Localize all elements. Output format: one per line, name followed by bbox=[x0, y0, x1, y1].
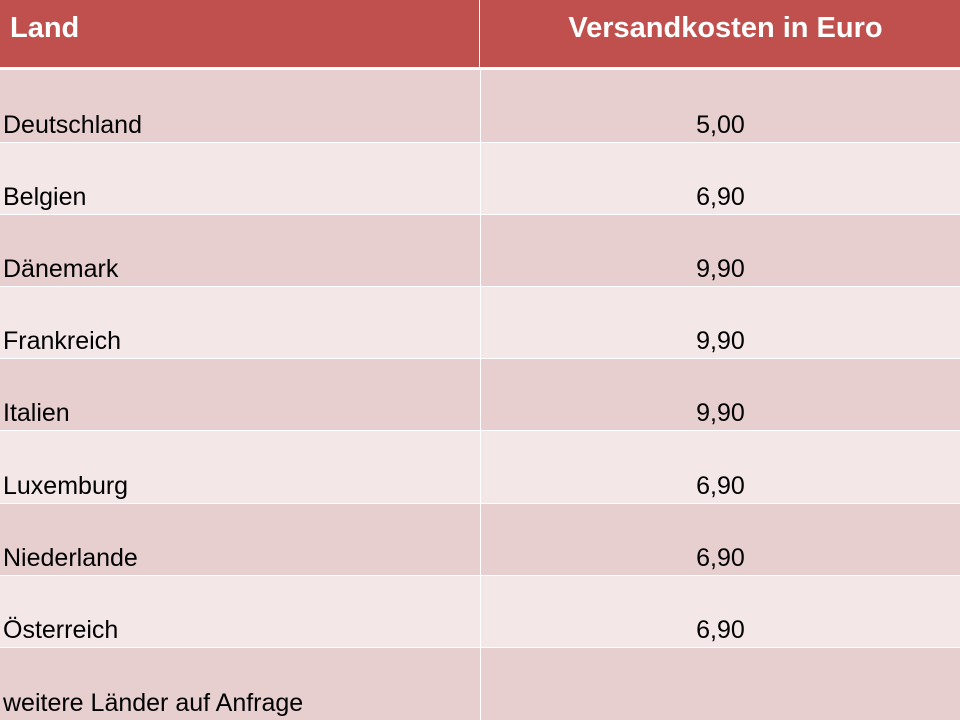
column-divider bbox=[480, 70, 481, 142]
land-cell: Belgien bbox=[3, 183, 87, 211]
table-row: Dänemark 9,90 bbox=[0, 215, 960, 287]
cost-cell: 5,00 bbox=[696, 111, 745, 139]
table-row: Deutschland 5,00 bbox=[0, 70, 960, 143]
land-cell: Luxemburg bbox=[3, 472, 129, 500]
cost-cell: 6,90 bbox=[696, 183, 745, 211]
table-row: Österreich 6,90 bbox=[0, 576, 960, 648]
column-divider bbox=[480, 143, 481, 214]
table-row: weitere Länder auf Anfrage bbox=[0, 648, 960, 720]
land-cell: weitere Länder auf Anfrage bbox=[3, 689, 304, 717]
cost-cell: 6,90 bbox=[696, 616, 745, 644]
header-cost: Versandkosten in Euro bbox=[568, 12, 883, 44]
column-divider bbox=[480, 576, 481, 647]
land-cell: Italien bbox=[3, 399, 70, 427]
column-divider bbox=[480, 215, 481, 286]
table-row: Italien 9,90 bbox=[0, 359, 960, 431]
cost-cell: 6,90 bbox=[696, 544, 745, 572]
column-divider bbox=[480, 359, 481, 430]
column-divider bbox=[480, 504, 481, 575]
cost-cell: 9,90 bbox=[696, 255, 745, 283]
cost-cell: 9,90 bbox=[696, 399, 745, 427]
land-cell: Österreich bbox=[3, 616, 119, 644]
header-land: Land bbox=[0, 0, 480, 67]
cost-cell: 9,90 bbox=[696, 327, 745, 355]
table-row: Belgien 6,90 bbox=[0, 143, 960, 215]
column-divider bbox=[480, 431, 481, 503]
column-divider bbox=[480, 648, 481, 720]
land-cell: Niederlande bbox=[3, 544, 138, 572]
table-row: Niederlande 6,90 bbox=[0, 504, 960, 576]
column-divider bbox=[480, 287, 481, 358]
table-row: Luxemburg 6,90 bbox=[0, 431, 960, 504]
land-cell: Deutschland bbox=[3, 111, 142, 139]
land-cell: Frankreich bbox=[3, 327, 122, 355]
land-cell: Dänemark bbox=[3, 255, 119, 283]
cost-cell: 6,90 bbox=[696, 472, 745, 500]
table-header: Land Versandkosten in Euro bbox=[0, 0, 960, 70]
table-row: Frankreich 9,90 bbox=[0, 287, 960, 359]
